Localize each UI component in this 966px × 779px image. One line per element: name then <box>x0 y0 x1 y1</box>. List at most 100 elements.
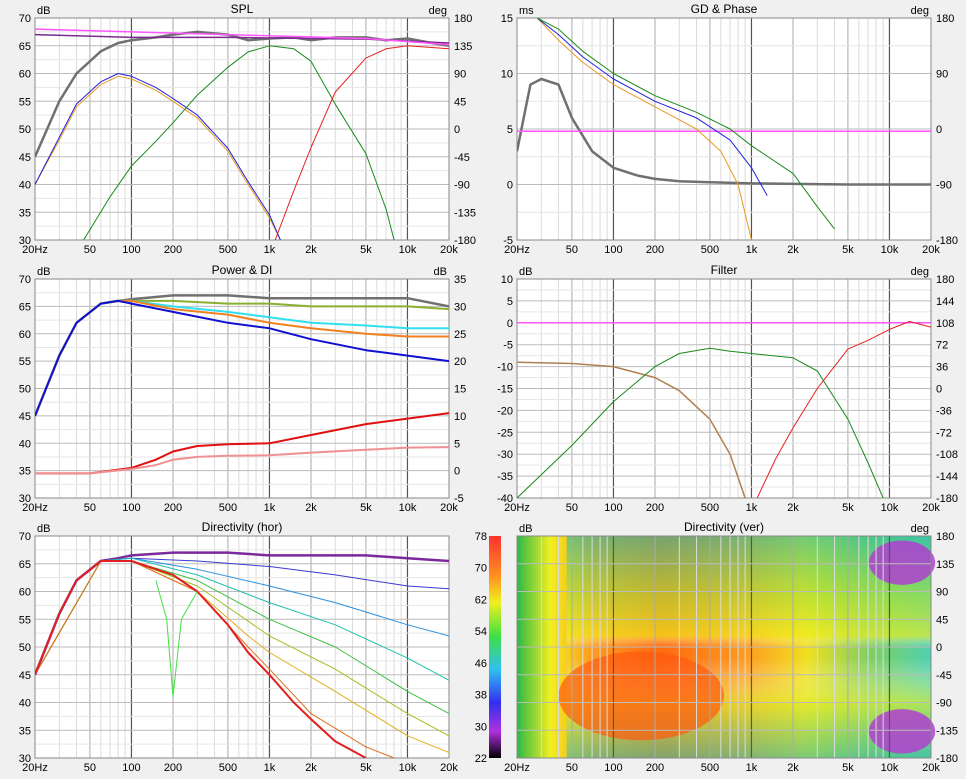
y-tick-label-left: -5 <box>503 235 513 247</box>
series-line <box>35 75 281 240</box>
x-tick-label: 200 <box>164 502 182 514</box>
series-line <box>517 77 931 186</box>
y-tick-label-right: 180 <box>936 13 954 25</box>
chart-dir_ver: Directivity (ver) dB deg 78 70 62 54 46 38 30 22 18… <box>475 520 958 774</box>
colorbar-tick-label: 78 <box>475 531 487 543</box>
x-tick-label: 2k <box>305 502 317 514</box>
y-tick-label-right: 90 <box>454 69 466 81</box>
y-tick-label-left: 60 <box>19 329 31 341</box>
y-tick-label-left: 10 <box>501 69 513 81</box>
y-tick-label-right: 90 <box>936 69 948 81</box>
x-tick-label: 50 <box>84 502 96 514</box>
y-tick-label-right: 180 <box>454 13 472 25</box>
y-tick-label-right: 0 <box>936 124 942 136</box>
y-tick-label-right: -135 <box>936 725 958 737</box>
heatmap-purple-region <box>868 709 936 754</box>
x-tick-label: 5k <box>360 502 372 514</box>
x-tick-label: 1k <box>746 762 758 774</box>
colorbar-tick-label: 22 <box>475 753 487 765</box>
x-tick-label: 5k <box>842 502 854 514</box>
chart-spl: SPL dB deg 70 65 60 55 50 45 40 35 30 180 135 90 45 0 -45… <box>19 2 476 256</box>
x-tick-label: 50 <box>566 502 578 514</box>
y-tick-label-left: 0 <box>507 180 513 192</box>
x-tick-label: 2k <box>305 762 317 774</box>
x-tick-label: 20Hz <box>22 762 48 774</box>
y-tick-label-left: 60 <box>19 69 31 81</box>
x-tick-label: 10k <box>881 762 899 774</box>
left-axis-unit: dB <box>519 266 532 278</box>
y-tick-label-left: 30 <box>19 753 31 765</box>
plot-border <box>34 17 450 241</box>
y-tick-label-right: -180 <box>936 235 958 247</box>
plot-border <box>34 535 450 759</box>
series-line <box>155 580 198 698</box>
y-tick-label-right: 108 <box>936 318 954 330</box>
y-tick-label-left: 60 <box>19 587 31 599</box>
x-tick-label: 20k <box>922 502 940 514</box>
plot-border <box>516 535 932 759</box>
y-tick-label-right: 180 <box>936 274 954 286</box>
plot-border <box>516 17 932 241</box>
series-group <box>35 294 449 475</box>
y-tick-label-right: 45 <box>936 614 948 626</box>
x-tick-label: 5k <box>360 244 372 256</box>
y-tick-label-left: -15 <box>497 384 513 396</box>
colorbar-tick-label: 38 <box>475 690 487 702</box>
left-axis-unit: dB <box>37 266 50 278</box>
y-tick-label-left: -20 <box>497 405 513 417</box>
x-tick-label: 500 <box>219 502 237 514</box>
x-tick-label: 10k <box>399 244 417 256</box>
x-tick-label: 2k <box>787 244 799 256</box>
x-tick-label: 20Hz <box>22 502 48 514</box>
y-tick-label-right: -90 <box>936 698 952 710</box>
y-tick-label-right: -135 <box>454 207 476 219</box>
y-tick-label-right: -36 <box>936 405 952 417</box>
y-tick-label-left: -25 <box>497 427 513 439</box>
x-tick-label: 1k <box>746 244 758 256</box>
x-tick-label: 1k <box>264 244 276 256</box>
y-tick-label-right: 180 <box>936 531 954 543</box>
series-line <box>536 18 768 196</box>
y-tick-label-left: 45 <box>19 152 31 164</box>
y-tick-label-left: 55 <box>19 356 31 368</box>
series-group <box>35 551 449 758</box>
y-tick-label-left: 40 <box>19 180 31 192</box>
y-tick-label-left: 55 <box>19 614 31 626</box>
y-tick-label-right: 144 <box>936 296 954 308</box>
chart-title: SPL <box>231 2 254 16</box>
chart-title: GD & Phase <box>691 2 758 16</box>
series-line <box>274 45 449 240</box>
y-tick-label-left: 5 <box>507 296 513 308</box>
colorbar-tick-label: 70 <box>475 563 487 575</box>
x-tick-label: 2k <box>305 244 317 256</box>
colorbar-tick-label: 54 <box>475 626 487 638</box>
grid <box>516 535 932 759</box>
y-tick-label-right: -45 <box>936 670 952 682</box>
y-tick-label-right: 45 <box>454 96 466 108</box>
x-tick-label: 10k <box>399 762 417 774</box>
x-tick-label: 500 <box>701 244 719 256</box>
x-tick-label: 20k <box>922 762 940 774</box>
x-tick-label: 200 <box>164 762 182 774</box>
plot-border <box>34 278 450 499</box>
x-tick-label: 20Hz <box>504 502 530 514</box>
y-tick-label-right: -90 <box>454 180 470 192</box>
y-tick-label-left: 50 <box>19 124 31 136</box>
y-tick-label-right: 72 <box>936 340 948 352</box>
y-tick-label-right: -72 <box>936 427 952 439</box>
left-axis-unit: dB <box>37 5 50 17</box>
y-tick-label-left: 50 <box>19 384 31 396</box>
y-tick-label-left: 35 <box>19 725 31 737</box>
x-tick-label: 100 <box>604 762 622 774</box>
y-tick-label-right: -180 <box>454 235 476 247</box>
y-tick-label-left: 0 <box>507 318 513 330</box>
x-tick-label: 500 <box>219 244 237 256</box>
colorbar-tick-label: 46 <box>475 658 487 670</box>
chart-title: Directivity (ver) <box>684 520 764 534</box>
right-axis-unit: deg <box>911 266 929 278</box>
colorbar-tick-label: 62 <box>475 594 487 606</box>
y-tick-label-right: 20 <box>454 356 466 368</box>
